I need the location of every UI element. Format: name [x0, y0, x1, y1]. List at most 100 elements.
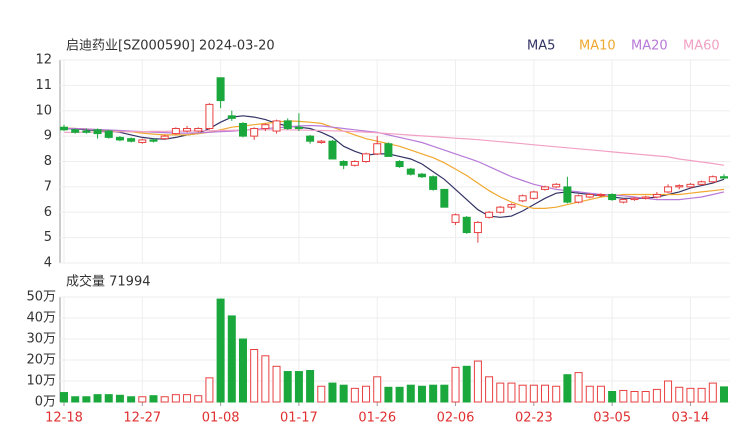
- volume-bar: [619, 389, 628, 403]
- volume-bar: [429, 384, 438, 403]
- volume-bar: [272, 365, 281, 403]
- candle-body: [574, 195, 583, 203]
- volume-tick-label: 40万: [26, 311, 56, 326]
- volume-bar: [686, 387, 695, 403]
- volume-bar: [720, 386, 728, 403]
- volume-bar: [373, 376, 382, 403]
- volume-bar: [664, 380, 673, 403]
- volume-bar: [261, 355, 270, 403]
- volume-bar: [652, 388, 661, 403]
- volume-tick-label: 30万: [26, 332, 56, 347]
- volume-bar: [171, 394, 180, 403]
- y-tick-label: 12: [35, 53, 52, 68]
- volume-bar: [294, 371, 303, 403]
- candle-body: [518, 195, 527, 202]
- volume-bar: [250, 349, 259, 403]
- candle-body: [473, 221, 482, 234]
- candle-body: [697, 181, 706, 185]
- x-tick-label: 02-06: [437, 411, 475, 426]
- candle-body: [283, 120, 292, 130]
- volume-bar: [708, 382, 717, 403]
- volume-bar: [317, 385, 326, 403]
- candle-body: [317, 140, 326, 143]
- volume-bar: [630, 391, 639, 403]
- candle-body: [440, 188, 449, 208]
- candle-body: [306, 135, 315, 142]
- candle-body: [205, 103, 214, 130]
- volume-bar: [507, 382, 516, 403]
- volume-bar: [127, 396, 136, 403]
- volume-bar: [608, 391, 617, 403]
- candle-body: [462, 216, 471, 234]
- x-tick-label: 12-27: [123, 411, 161, 426]
- volume-bar: [60, 392, 68, 403]
- candle-body: [395, 161, 404, 168]
- volume-bar: [82, 396, 91, 403]
- candle-body: [384, 143, 393, 157]
- volume-bar: [417, 385, 426, 403]
- volume-bar: [518, 384, 527, 403]
- candle-body: [675, 185, 684, 188]
- volume-bar: [339, 384, 348, 403]
- candle-body: [563, 186, 572, 203]
- candle-body: [294, 126, 303, 130]
- volume-bar: [238, 338, 247, 403]
- volume-bar: [227, 315, 236, 403]
- legend-label: MA10: [579, 39, 616, 54]
- candle-body: [541, 186, 550, 190]
- x-tick-label: 03-14: [672, 411, 710, 426]
- volume-bar: [552, 385, 561, 403]
- volume-bar: [541, 384, 550, 403]
- volume-bar: [93, 394, 102, 403]
- volume-tick-label: 20万: [26, 353, 56, 368]
- candle-body: [115, 136, 124, 141]
- y-tick-label: 11: [35, 78, 52, 93]
- volume-bar: [194, 395, 203, 403]
- candle-body: [664, 186, 673, 193]
- candle-body: [194, 128, 203, 132]
- chart-title: 启迪药业[SZ000590] 2024-03-20: [66, 39, 275, 54]
- candle-body: [641, 196, 650, 199]
- candle-body: [160, 135, 169, 140]
- volume-bar: [440, 384, 449, 403]
- volume-bar: [585, 385, 594, 403]
- volume-bar: [71, 396, 80, 403]
- volume-bar: [574, 372, 583, 403]
- volume-bar: [675, 386, 684, 403]
- candle-body: [272, 120, 281, 132]
- y-tick-label: 7: [44, 179, 52, 194]
- x-tick-label: 02-23: [515, 411, 553, 426]
- y-tick-label: 9: [44, 129, 52, 144]
- volume-bar: [283, 371, 292, 403]
- x-tick-label: 01-26: [358, 411, 396, 426]
- candle-body: [227, 115, 236, 119]
- candle-body: [216, 77, 225, 102]
- volume-tick-label: 10万: [26, 374, 56, 389]
- candle-body: [552, 183, 561, 188]
- volume-bar: [596, 385, 605, 403]
- candle-body: [60, 126, 68, 131]
- volume-bar: [529, 384, 538, 403]
- volume-bar: [328, 382, 337, 403]
- candle-body: [149, 139, 158, 142]
- volume-bar: [451, 366, 460, 403]
- x-tick-label: 01-08: [202, 411, 240, 426]
- candle-body: [652, 193, 661, 198]
- candle-body: [529, 191, 538, 199]
- candle-body: [138, 139, 147, 143]
- candle-body: [362, 153, 371, 162]
- y-tick-label: 8: [44, 154, 52, 169]
- legend-label: MA60: [683, 39, 720, 54]
- candle-body: [171, 128, 180, 135]
- candle-body: [585, 193, 594, 198]
- candle-body: [496, 206, 505, 213]
- volume-bar: [205, 377, 214, 403]
- volume-bar: [384, 386, 393, 403]
- volume-bar: [104, 394, 113, 403]
- candle-body: [406, 168, 415, 175]
- candle-body: [93, 129, 102, 135]
- x-tick-label: 03-05: [593, 411, 631, 426]
- candle-body: [250, 128, 259, 137]
- candle-body: [127, 138, 136, 142]
